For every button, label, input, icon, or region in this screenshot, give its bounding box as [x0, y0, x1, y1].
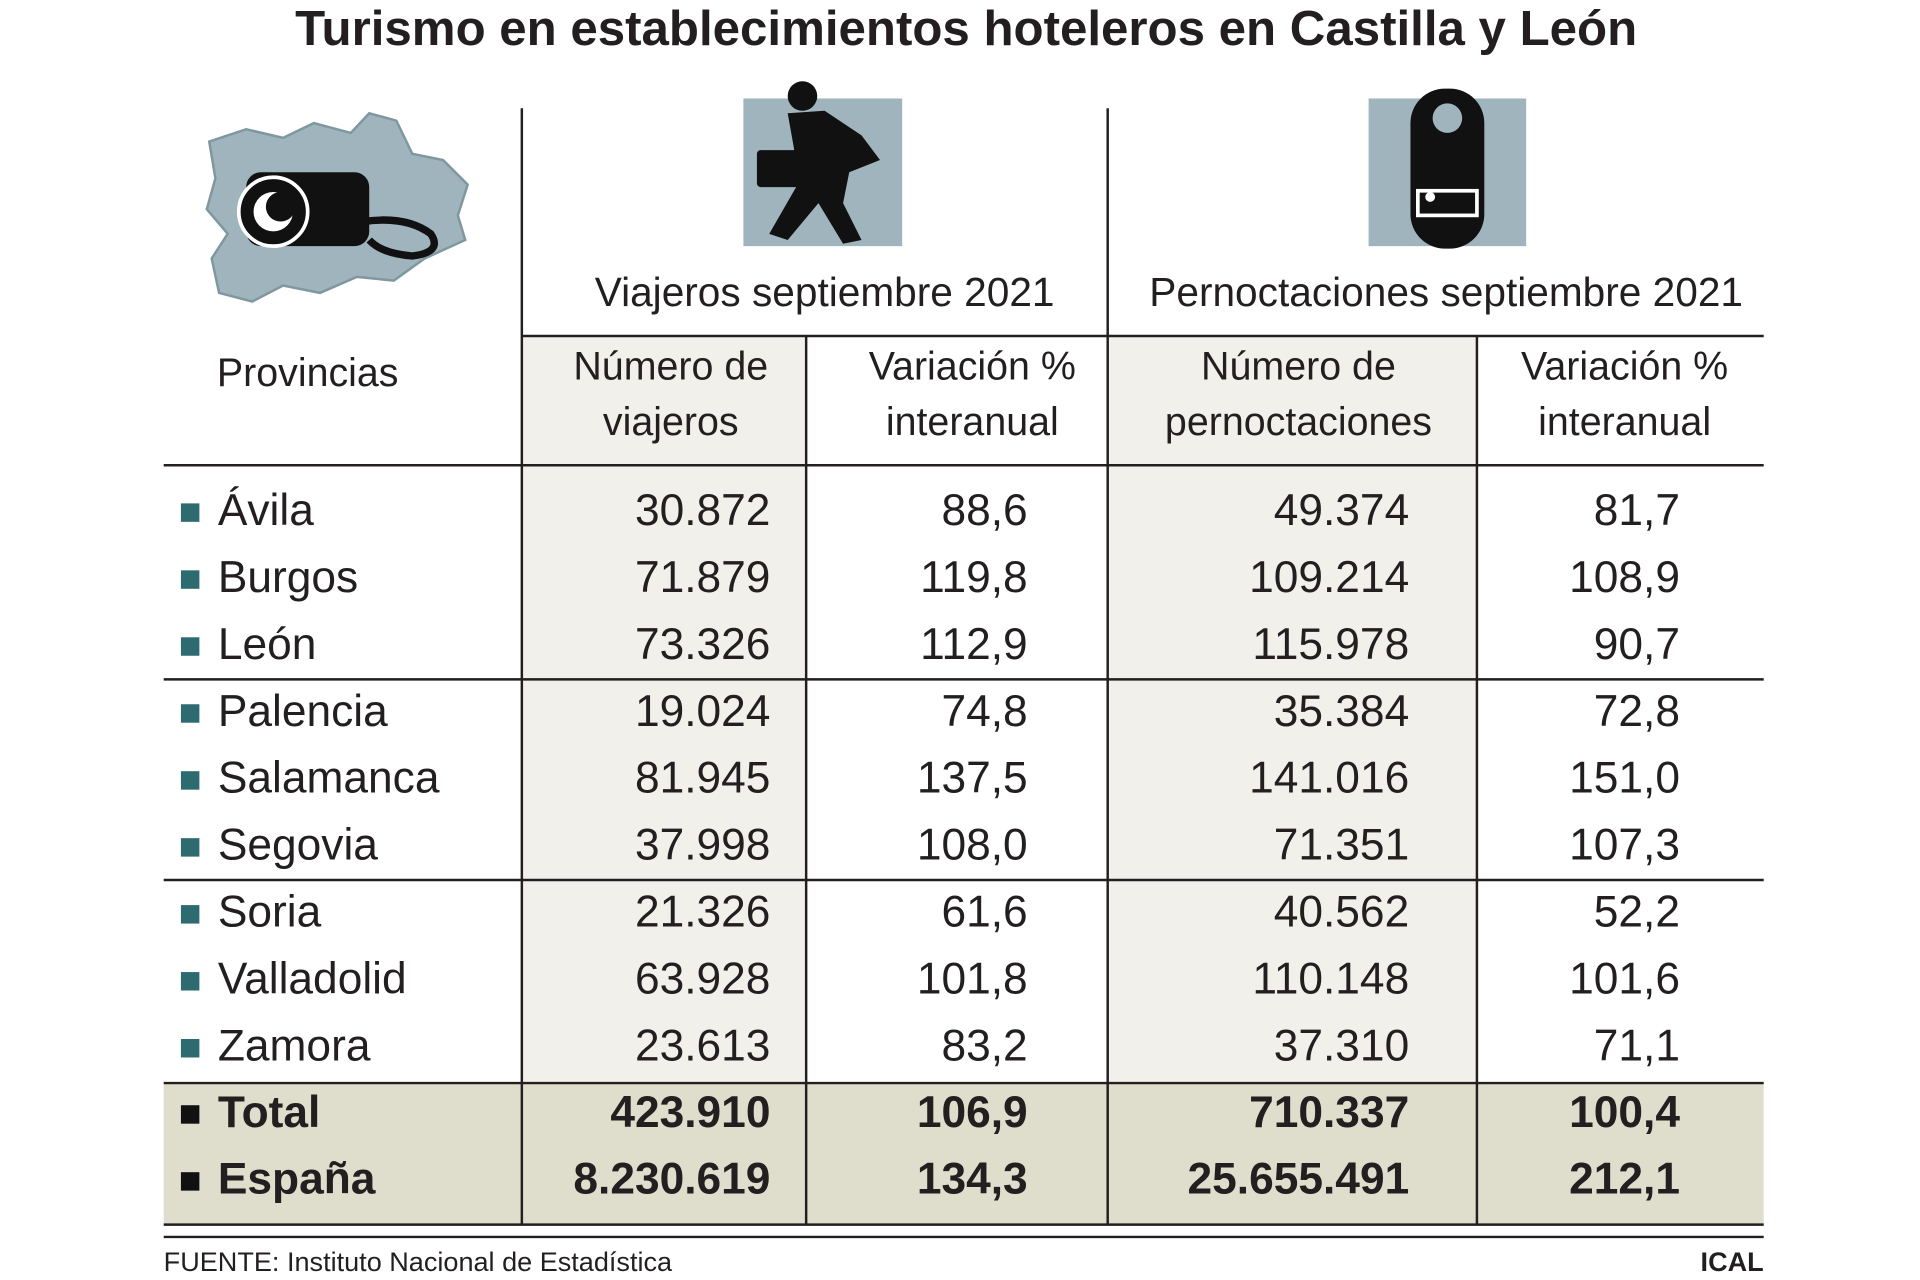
cell-value: 74,8: [941, 687, 1027, 736]
cell-value: 23.613: [635, 1022, 771, 1071]
cell-value: 35.384: [1274, 687, 1410, 736]
column-header: interanual: [886, 400, 1059, 444]
cell-value: 101,8: [917, 955, 1028, 1004]
cell-value: 134,3: [917, 1155, 1028, 1204]
cell-value: 107,3: [1569, 821, 1680, 870]
row-marker: [180, 1039, 200, 1058]
column-header: Número de: [1201, 345, 1396, 389]
traveler-icon: [743, 81, 903, 247]
row-marker: [180, 704, 200, 723]
column-header: pernoctaciones: [1165, 400, 1432, 444]
column-header: viajeros: [603, 400, 739, 444]
cell-value: 63.928: [635, 955, 771, 1004]
cell-value: 61,6: [941, 888, 1027, 937]
row-header: Provincias: [217, 351, 399, 395]
shade-column: [1107, 336, 1477, 1084]
row-label: Valladolid: [218, 955, 407, 1004]
cell-value: 81,7: [1594, 486, 1680, 535]
rules: [163, 108, 1764, 1239]
credit: ICAL: [1701, 1246, 1764, 1277]
door-hanger-icon: [1368, 88, 1527, 249]
source: FUENTE: Instituto Nacional de Estadístic…: [164, 1246, 673, 1277]
row-label: Zamora: [218, 1022, 371, 1071]
column-header: Número de: [573, 345, 768, 389]
cell-value: 21.326: [635, 888, 771, 937]
cell-value: 37.310: [1274, 1022, 1410, 1071]
row-label: España: [218, 1155, 376, 1204]
cell-value: 212,1: [1569, 1155, 1680, 1204]
row-marker: [180, 771, 200, 790]
row-marker: [180, 905, 200, 924]
group-header: Pernoctaciones septiembre 2021: [1149, 269, 1743, 315]
row-marker: [180, 570, 200, 589]
cell-value: 49.374: [1274, 486, 1410, 535]
column-header: Variación %: [1521, 345, 1728, 389]
row-label: León: [218, 620, 317, 669]
cell-value: 8.230.619: [573, 1155, 770, 1204]
cell-value: 71.351: [1274, 821, 1410, 870]
row-label: Burgos: [218, 553, 358, 602]
cell-value: 100,4: [1569, 1088, 1680, 1137]
cell-value: 710.337: [1249, 1088, 1409, 1137]
cell-value: 19.024: [635, 687, 771, 736]
cell-value: 112,9: [920, 620, 1028, 669]
row-marker: [180, 503, 200, 522]
cell-value: 109.214: [1249, 553, 1409, 602]
cell-value: 73.326: [635, 620, 771, 669]
column-header: Variación %: [869, 345, 1076, 389]
cell-value: 71.879: [635, 553, 771, 602]
cell-value: 108,9: [1569, 553, 1680, 602]
cell-value: 141.016: [1249, 754, 1409, 803]
map-icon: [205, 111, 470, 303]
cell-value: 137,5: [917, 754, 1028, 803]
row-marker: [180, 1172, 200, 1191]
cell-value: 106,9: [917, 1088, 1028, 1137]
row-label: Palencia: [218, 687, 388, 736]
row-label: Total: [218, 1088, 321, 1137]
cell-value: 37.998: [635, 821, 771, 870]
cell-value: 71,1: [1594, 1022, 1680, 1071]
row-marker: [180, 972, 200, 991]
cell-value: 88,6: [941, 486, 1027, 535]
row-label: Segovia: [218, 821, 378, 870]
cell-value: 25.655.491: [1188, 1155, 1410, 1204]
cell-value: 30.872: [635, 486, 771, 535]
cell-value: 108,0: [917, 821, 1028, 870]
row-label: Salamanca: [218, 754, 440, 803]
group-header: Viajeros septiembre 2021: [595, 269, 1055, 315]
row-marker: [180, 637, 200, 656]
cell-value: 83,2: [941, 1022, 1027, 1071]
cell-value: 101,6: [1569, 955, 1680, 1004]
cell-value: 52,2: [1594, 888, 1680, 937]
cell-value: 151,0: [1569, 754, 1680, 803]
totals-background: [163, 1083, 1764, 1225]
column-header: interanual: [1538, 400, 1711, 444]
cell-value: 40.562: [1274, 888, 1410, 937]
row-marker: [180, 838, 200, 857]
cell-value: 72,8: [1594, 687, 1680, 736]
cell-value: 115.978: [1252, 620, 1409, 669]
row-label: Soria: [218, 888, 322, 937]
row-label: Ávila: [218, 486, 314, 535]
cell-value: 119,8: [920, 553, 1028, 602]
row-marker: [180, 1105, 200, 1124]
cell-value: 90,7: [1594, 620, 1680, 669]
title: Turismo en establecimientos hoteleros en…: [295, 1, 1637, 56]
shade-column: [521, 336, 807, 1084]
cell-value: 423.910: [610, 1088, 770, 1137]
cell-value: 110.148: [1252, 955, 1409, 1004]
cell-value: 81.945: [635, 754, 771, 803]
